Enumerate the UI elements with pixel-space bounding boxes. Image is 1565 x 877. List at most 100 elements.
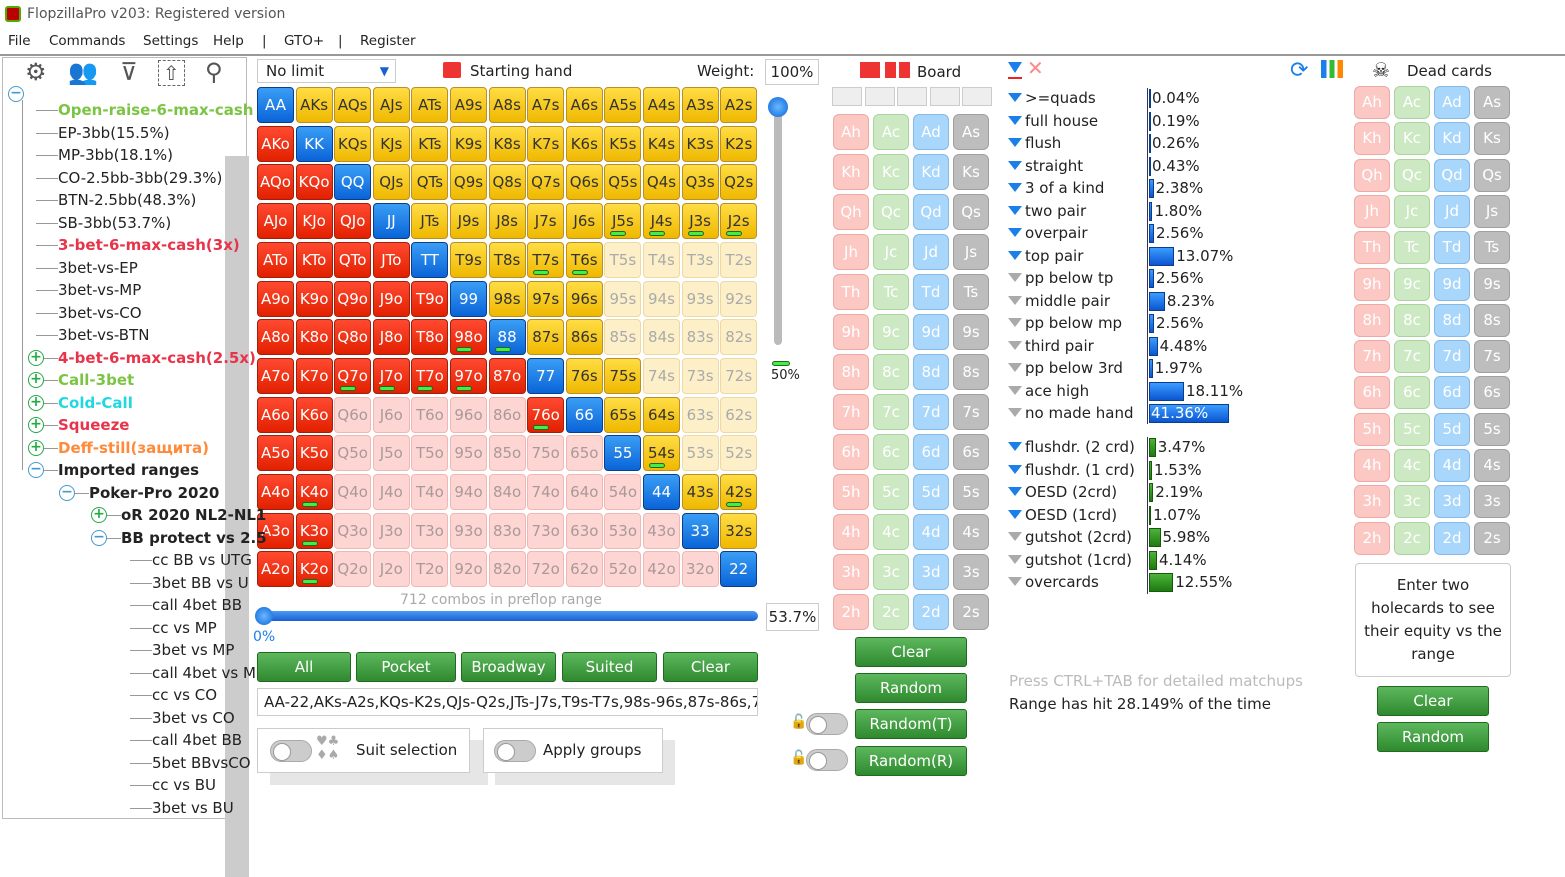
hand-cell-Q3o[interactable]: Q3o (334, 512, 372, 549)
stat-label[interactable]: no made hand (1025, 404, 1134, 422)
hand-cell-A5o[interactable]: A5o (257, 435, 294, 472)
hand-cell-43s[interactable]: 43s (681, 474, 719, 510)
stat-label[interactable]: pp below tp (1025, 269, 1114, 287)
hand-cell-J3s[interactable]: J3s (681, 203, 719, 240)
hand-cell-JJ[interactable]: JJ (372, 203, 410, 240)
board-card-Jc[interactable]: Jc (873, 234, 909, 270)
tree-item[interactable]: Cold-Call (58, 393, 133, 412)
hand-cell-QJo[interactable]: QJo (334, 203, 372, 240)
hand-cell-Q6s[interactable]: Q6s (565, 164, 603, 201)
hand-cell-K6o[interactable]: K6o (295, 396, 333, 433)
hand-cell-T5s[interactable]: T5s (604, 241, 642, 278)
collapse-icon[interactable]: − (59, 484, 75, 501)
hand-cell-54s[interactable]: 54s (643, 435, 680, 472)
board-card-Td[interactable]: Td (913, 274, 949, 310)
board-card-6s[interactable]: 6s (953, 434, 989, 470)
filter-icon[interactable] (1008, 295, 1022, 305)
tree-item[interactable]: 3bet vs CO (152, 708, 235, 727)
tree-item[interactable]: Imported ranges (58, 461, 199, 479)
stat-label[interactable]: third pair (1025, 336, 1094, 355)
board-card-9c[interactable]: 9c (873, 314, 909, 350)
dead-card-Ad[interactable]: Ad (1434, 86, 1470, 119)
tree-item[interactable]: call 4bet vs M (152, 663, 256, 682)
tree-item[interactable]: 3bet-vs-EP (58, 258, 138, 277)
hand-cell-J9s[interactable]: J9s (450, 203, 487, 240)
board-random-button[interactable]: Random (855, 673, 967, 703)
board-card-Kh[interactable]: Kh (833, 154, 869, 190)
board-card-Jd[interactable]: Jd (913, 234, 949, 270)
hand-cell-85s[interactable]: 85s (604, 319, 642, 356)
hand-cell-KQo[interactable]: KQo (295, 164, 333, 201)
expand-icon[interactable]: + (28, 394, 44, 411)
hand-cell-32s[interactable]: 32s (720, 512, 758, 549)
hand-cell-83o[interactable]: 83o (488, 512, 526, 549)
hand-cell-53s[interactable]: 53s (681, 435, 719, 472)
hand-cell-94s[interactable]: 94s (643, 280, 680, 317)
dead-card-Qd[interactable]: Qd (1434, 158, 1470, 192)
hand-cell-63s[interactable]: 63s (681, 396, 719, 433)
hand-cell-A8s[interactable]: A8s (488, 87, 526, 123)
hand-cell-72o[interactable]: 72o (527, 551, 565, 588)
expand-icon[interactable]: + (28, 417, 44, 433)
range-percent-input[interactable]: 53.7% (766, 603, 819, 631)
hand-cell-54o[interactable]: 54o (604, 474, 642, 510)
board-card-2s[interactable]: 2s (953, 594, 989, 630)
hand-cell-98s[interactable]: 98s (488, 280, 526, 317)
filter-icon[interactable] (1008, 408, 1022, 417)
hand-cell-T8s[interactable]: T8s (488, 241, 526, 278)
filter-icon[interactable] (1008, 205, 1022, 215)
board-card-Ah[interactable]: Ah (833, 114, 869, 150)
hand-cell-A9s[interactable]: A9s (450, 87, 487, 123)
dead-card-6h[interactable]: 6h (1354, 376, 1390, 410)
stat-label[interactable]: flushdr. (1 crd) (1025, 460, 1135, 479)
tree-scrollbar[interactable] (225, 156, 249, 877)
stat-label[interactable]: middle pair (1025, 291, 1111, 310)
tree-item[interactable]: 3-bet-6-max-cash(3x) (58, 236, 240, 254)
stat-label[interactable]: 3 of a kind (1025, 179, 1105, 197)
tree-item[interactable]: cc vs MP (152, 618, 217, 637)
board-card-Kd[interactable]: Kd (913, 154, 949, 190)
hand-cell-AQo[interactable]: AQo (257, 164, 294, 201)
weight-slider-track[interactable] (774, 100, 782, 345)
board-card-3d[interactable]: 3d (913, 554, 949, 590)
hand-cell-63o[interactable]: 63o (565, 512, 603, 549)
stat-label[interactable]: gutshot (2crd) (1025, 528, 1132, 546)
hand-cell-82o[interactable]: 82o (488, 551, 526, 588)
filter-icon[interactable] (1008, 464, 1022, 474)
hand-cell-75s[interactable]: 75s (604, 357, 642, 394)
filter-icon[interactable] (1008, 273, 1022, 282)
tree-item[interactable]: BTN-2.5bb(48.3%) (58, 191, 197, 209)
dead-card-Jd[interactable]: Jd (1434, 194, 1470, 228)
hand-cell-33[interactable]: 33 (681, 512, 719, 549)
all-button[interactable]: All (257, 652, 351, 682)
board-card-4c[interactable]: 4c (873, 514, 909, 550)
tree-item[interactable]: MP-3bb(18.1%) (58, 146, 174, 164)
stat-label[interactable]: ace high (1025, 381, 1090, 400)
filter-icon[interactable] (1008, 385, 1022, 395)
hand-cell-T3o[interactable]: T3o (411, 512, 449, 549)
dead-card-Qc[interactable]: Qc (1394, 158, 1430, 192)
hand-cell-73o[interactable]: 73o (527, 512, 565, 549)
hand-cell-K2s[interactable]: K2s (720, 125, 758, 162)
dead-card-7c[interactable]: 7c (1394, 340, 1430, 374)
filter-add-icon[interactable]: ⊽ (120, 58, 138, 86)
board-slot[interactable] (897, 87, 927, 106)
board-card-6d[interactable]: 6d (913, 434, 949, 470)
hand-cell-Q7o[interactable]: Q7o (334, 357, 372, 394)
tree-item[interactable]: EP-3bb(15.5%) (58, 123, 170, 142)
filter-icon[interactable] (1008, 340, 1022, 350)
hand-cell-Q6o[interactable]: Q6o (334, 396, 372, 433)
game-type-select[interactable]: No limit ▼ (257, 59, 396, 83)
hand-cell-62s[interactable]: 62s (720, 396, 758, 433)
filter-icon[interactable] (1008, 250, 1022, 260)
hand-cell-53o[interactable]: 53o (604, 512, 642, 549)
hand-cell-Q4o[interactable]: Q4o (334, 474, 372, 510)
tree-item[interactable]: BB protect vs 2.5 (121, 528, 267, 547)
filter-icon[interactable] (1008, 577, 1022, 586)
expand-icon[interactable]: + (28, 372, 44, 388)
filter-icon[interactable] (1008, 509, 1022, 519)
dead-card-8c[interactable]: 8c (1394, 303, 1430, 337)
stat-label[interactable]: overcards (1025, 573, 1099, 591)
dead-card-Ac[interactable]: Ac (1394, 86, 1430, 119)
holecards-equity-box[interactable]: Enter two holecards to see their equity … (1355, 563, 1511, 677)
